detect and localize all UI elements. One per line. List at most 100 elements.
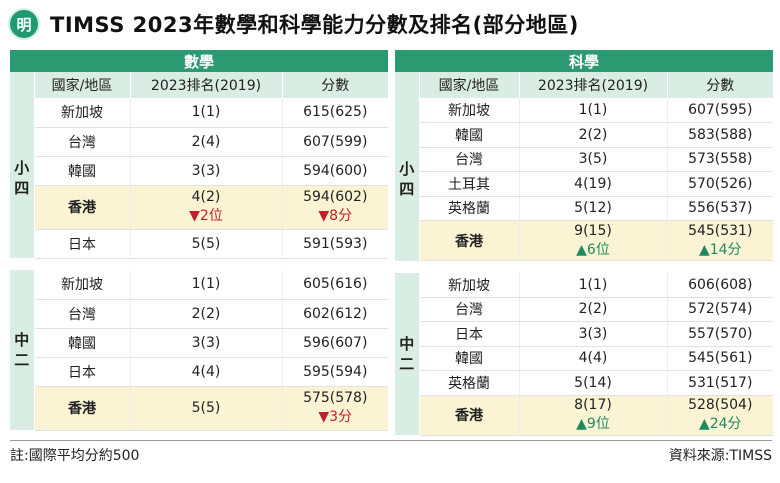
score-cell: 605(616)	[282, 270, 388, 300]
score-change: ▲24分	[698, 416, 742, 432]
score-cell: 615(625)	[282, 98, 388, 128]
score-cell: 594(600)	[282, 156, 388, 186]
score-value: 594(602)	[303, 189, 368, 205]
rank-cell: 5(14)	[519, 370, 668, 396]
rank-cell: 1(1)	[519, 272, 668, 298]
grade-text: 中二	[14, 331, 30, 369]
score-value: 594(600)	[303, 162, 368, 179]
rank-value: 1(1)	[578, 276, 608, 293]
country-cell: 韓國	[34, 156, 131, 186]
math-panel: 數學 國家/地區 2023排名(2019) 分數 小四 新加坡 1(1) 615(62…	[10, 50, 388, 431]
table-row: 台灣 2(2) 602(612)	[10, 299, 388, 329]
table-row: 日本 4(4) 595(594)	[10, 357, 388, 387]
rank-value: 4(2)	[191, 189, 221, 205]
footer-source: 資料來源:TIMSS	[668, 448, 772, 464]
science-table: 國家/地區 2023排名(2019) 分數 小四 新加坡 1(1) 607(595) 韓…	[395, 72, 773, 436]
table-row: 土耳其 4(19) 570(526)	[395, 171, 773, 197]
score-value: 573(558)	[688, 151, 753, 168]
rank-value: 9(15)	[574, 222, 612, 239]
rank-cell: 2(2)	[519, 297, 668, 322]
page-title: TIMSS 2023年數學和科學能力分數及排名(部分地區)	[50, 13, 579, 37]
table-row: 台灣 2(2) 572(574)	[395, 297, 773, 322]
rank-value: 2(4)	[191, 133, 221, 150]
science-panel: 科學 國家/地區 2023排名(2019) 分數 小四 新加坡 1(1) 607(59…	[395, 50, 773, 436]
rank-change: ▲6位	[576, 241, 610, 258]
score-change: ▼3分	[318, 409, 353, 425]
score-cell: 545(561)	[667, 346, 773, 371]
rank-col-header: 2023排名(2019)	[519, 72, 668, 98]
grade-label: 中二	[10, 270, 35, 430]
logo-text: 明	[16, 15, 32, 34]
rank-value: 5(5)	[191, 235, 221, 252]
country-cell: 香港	[34, 185, 131, 230]
country-cell: 土耳其	[419, 171, 520, 197]
country-cell: 香港	[419, 395, 520, 436]
score-cell: 557(570)	[667, 321, 773, 347]
score-value: 595(594)	[303, 363, 368, 380]
rank-cell: 5(5)	[130, 386, 283, 431]
score-value: 572(574)	[688, 301, 753, 318]
table-row: 英格蘭 5(12) 556(537)	[395, 196, 773, 221]
score-value: 607(599)	[303, 133, 368, 150]
rank-value: 5(5)	[191, 400, 221, 416]
divider-cell	[10, 258, 388, 270]
score-value: 575(578)	[303, 390, 368, 406]
grade-col-header	[10, 72, 35, 98]
score-cell: 570(526)	[667, 171, 773, 197]
score-value: 596(607)	[303, 334, 368, 351]
rank-value: 5(14)	[574, 374, 612, 391]
title-bar: 明 TIMSS 2023年數學和科學能力分數及排名(部分地區)	[8, 6, 579, 42]
country-cell: 韓國	[34, 328, 131, 358]
math-column-headers: 國家/地區 2023排名(2019) 分數	[10, 72, 388, 98]
rank-cell: 2(2)	[130, 299, 283, 329]
rank-cell: 9(15) ▲6位	[519, 220, 668, 261]
rank-cell: 1(1)	[130, 98, 283, 128]
grade-text: 小四	[14, 159, 30, 197]
country-cell: 英格蘭	[419, 196, 520, 221]
science-table-body: 小四 新加坡 1(1) 607(595) 韓國 2(2) 583(588) 台灣 3(5) 573…	[395, 98, 773, 436]
table-row: 韓國 4(4) 545(561)	[395, 346, 773, 371]
score-cell: 531(517)	[667, 370, 773, 396]
grade-label: 中二	[395, 272, 420, 435]
table-row-hong-kong: 香港 8(17) ▲9位 528(504) ▲24分	[395, 395, 773, 436]
rank-value: 1(1)	[191, 104, 221, 121]
score-cell: 545(531) ▲14分	[667, 220, 773, 261]
rank-cell: 3(5)	[519, 147, 668, 172]
rank-value: 3(3)	[191, 162, 221, 179]
rank-value: 4(4)	[191, 363, 221, 380]
table-row: 中二 新加坡 1(1) 606(608)	[395, 272, 773, 435]
table-row: 小四 新加坡 1(1) 615(625)	[10, 98, 388, 258]
rank-value: 3(3)	[578, 325, 608, 342]
score-cell: 556(537)	[667, 196, 773, 221]
country-cell: 新加坡	[419, 272, 520, 298]
score-cell: 528(504) ▲24分	[667, 395, 773, 436]
rank-value: 3(3)	[191, 334, 221, 351]
country-cell: 台灣	[419, 147, 520, 172]
country-cell: 新加坡	[34, 98, 131, 128]
country-cell: 台灣	[419, 297, 520, 322]
table-row: 台灣 2(4) 607(599)	[10, 127, 388, 157]
grade-col-header	[395, 72, 420, 98]
rank-cell: 8(17) ▲9位	[519, 395, 668, 436]
score-value: 602(612)	[303, 305, 368, 322]
table-row: 小四 新加坡 1(1) 607(595)	[395, 98, 773, 261]
country-col-header: 國家/地區	[34, 72, 131, 98]
table-row: 台灣 3(5) 573(558)	[395, 147, 773, 172]
rank-cell: 5(5)	[130, 229, 283, 259]
score-col-header: 分數	[667, 72, 773, 98]
rank-cell: 3(3)	[130, 328, 283, 358]
rank-cell: 4(4)	[130, 357, 283, 387]
rank-value: 2(2)	[191, 305, 221, 322]
grade-label: 小四	[10, 98, 35, 258]
table-row: 日本 3(3) 557(570)	[395, 321, 773, 347]
score-cell: 575(578) ▼3分	[282, 386, 388, 431]
table-row-hong-kong: 香港 9(15) ▲6位 545(531) ▲14分	[395, 220, 773, 261]
rank-value: 1(1)	[191, 276, 221, 293]
score-change: ▲14分	[698, 241, 742, 258]
score-cell: 602(612)	[282, 299, 388, 329]
table-row-hong-kong: 香港 5(5) 575(578) ▼3分	[10, 386, 388, 431]
score-cell: 594(602) ▼8分	[282, 185, 388, 230]
country-cell: 日本	[419, 321, 520, 347]
science-header: 科學	[395, 50, 773, 72]
table-row: 英格蘭 5(14) 531(517)	[395, 370, 773, 396]
